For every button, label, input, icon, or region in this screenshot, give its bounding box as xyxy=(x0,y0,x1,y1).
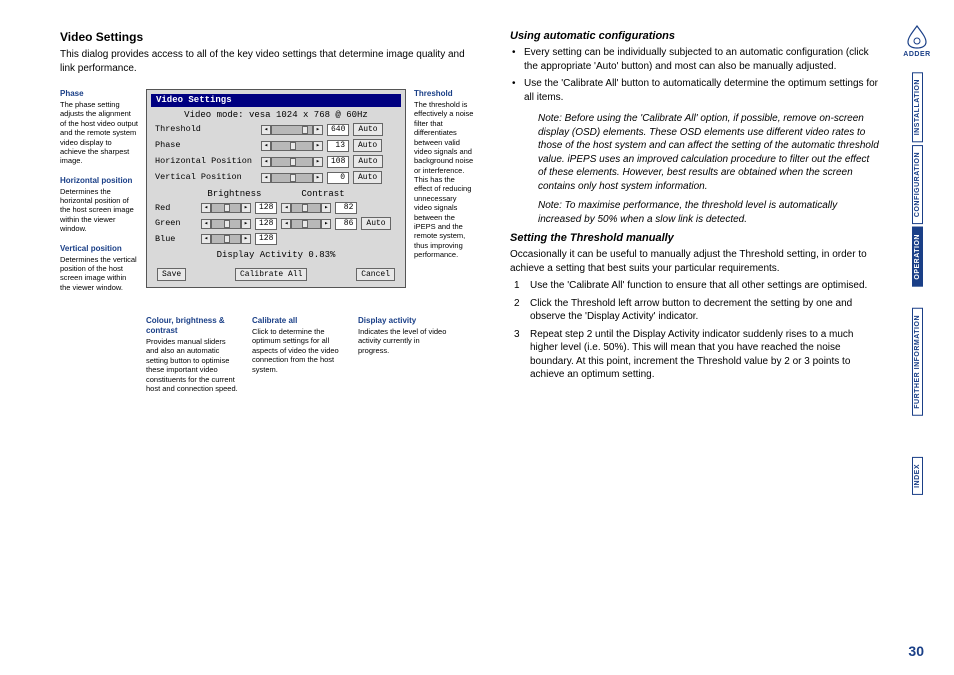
green-contrast-slider[interactable]: ◂▸ xyxy=(281,219,331,229)
bullet-item: Use the 'Calibrate All' button to automa… xyxy=(524,77,880,104)
tab-further-information[interactable]: FURTHER INFORMATION xyxy=(912,308,923,416)
manual-threshold-text: Occasionally it can be useful to manuall… xyxy=(510,248,880,275)
auto-config-heading: Using automatic configurations xyxy=(510,30,880,42)
vpos-slider[interactable]: ◂ ▸ xyxy=(261,173,323,183)
hpos-slider[interactable]: ◂ ▸ xyxy=(261,157,323,167)
hpos-auto-button[interactable]: Auto xyxy=(353,155,382,168)
hpos-label: Horizontal Position xyxy=(155,157,257,166)
note-text: Note: To maximise performance, the thres… xyxy=(510,199,880,226)
red-contrast-slider[interactable]: ◂▸ xyxy=(281,203,331,213)
red-contrast-value: 82 xyxy=(335,202,357,214)
annotations-left: Phase The phase setting adjusts the alig… xyxy=(60,89,138,302)
hpos-value: 108 xyxy=(327,156,349,168)
note-text: Note: Before using the 'Calibrate All' o… xyxy=(510,112,880,193)
cancel-button[interactable]: Cancel xyxy=(356,268,395,281)
save-button[interactable]: Save xyxy=(157,268,186,281)
brand-label: ADDER xyxy=(903,51,930,58)
vpos-heading: Vertical position xyxy=(60,244,138,254)
tab-installation[interactable]: INSTALLATION xyxy=(912,72,923,142)
step-item: 2Click the Threshold left arrow button t… xyxy=(530,297,880,324)
tab-index[interactable]: INDEX xyxy=(912,457,923,495)
calall-text: Click to determine the optimum settings … xyxy=(252,327,346,374)
brightness-heading: Brightness xyxy=(207,190,261,199)
vpos-value: 0 xyxy=(327,172,349,184)
page-intro: This dialog provides access to all of th… xyxy=(60,48,480,75)
phase-auto-button[interactable]: Auto xyxy=(353,139,382,152)
threshold-text: The threshold is effectively a noise fil… xyxy=(414,100,474,259)
threshold-slider[interactable]: ◂ ▸ xyxy=(261,125,323,135)
calibrate-all-button[interactable]: Calibrate All xyxy=(235,268,307,281)
colour-auto-button[interactable]: Auto xyxy=(361,217,390,230)
phase-slider[interactable]: ◂ ▸ xyxy=(261,141,323,151)
page-title: Video Settings xyxy=(60,30,480,44)
hpos-text: Determines the horizontal position of th… xyxy=(60,187,138,234)
threshold-auto-button[interactable]: Auto xyxy=(353,123,382,136)
contrast-heading: Contrast xyxy=(301,190,344,199)
phase-text: The phase setting adjusts the alignment … xyxy=(60,100,138,166)
left-arrow-icon[interactable]: ◂ xyxy=(261,141,271,151)
video-mode-line: Video mode: vesa 1024 x 768 @ 60Hz xyxy=(147,111,405,120)
threshold-heading: Threshold xyxy=(414,89,474,99)
left-column: Video Settings This dialog provides acce… xyxy=(60,30,480,393)
blue-label: Blue xyxy=(155,235,197,244)
blue-brightness-value: 128 xyxy=(255,233,277,245)
threshold-value: 640 xyxy=(327,124,349,136)
tab-operation[interactable]: OPERATION xyxy=(912,227,923,287)
green-contrast-value: 86 xyxy=(335,218,357,230)
vpos-label: Vertical Position xyxy=(155,173,257,182)
right-arrow-icon[interactable]: ▸ xyxy=(313,157,323,167)
phase-heading: Phase xyxy=(60,89,138,99)
phase-value: 13 xyxy=(327,140,349,152)
red-brightness-slider[interactable]: ◂▸ xyxy=(201,203,251,213)
bottom-annotations: Colour, brightness & contrast Provides m… xyxy=(146,316,480,393)
green-brightness-slider[interactable]: ◂▸ xyxy=(201,219,251,229)
step-item: 1Use the 'Calibrate All' function to ens… xyxy=(530,279,880,293)
video-settings-dialog: Video Settings Video mode: vesa 1024 x 7… xyxy=(146,89,406,288)
display-activity-line: Display Activity 0.83% xyxy=(147,251,405,260)
bullet-item: Every setting can be individually subjec… xyxy=(524,46,880,73)
green-label: Green xyxy=(155,219,197,228)
right-arrow-icon[interactable]: ▸ xyxy=(313,125,323,135)
right-arrow-icon[interactable]: ▸ xyxy=(313,173,323,183)
brand-logo: ADDER xyxy=(902,24,932,58)
left-arrow-icon[interactable]: ◂ xyxy=(261,125,271,135)
phase-label: Phase xyxy=(155,141,257,150)
green-brightness-value: 128 xyxy=(255,218,277,230)
vpos-text: Determines the vertical position of the … xyxy=(60,255,138,293)
blue-brightness-slider[interactable]: ◂▸ xyxy=(201,234,251,244)
tab-configuration[interactable]: CONFIGURATION xyxy=(912,145,923,224)
dispact-text: Indicates the level of video activity cu… xyxy=(358,327,452,355)
dispact-heading: Display activity xyxy=(358,316,452,326)
threshold-label: Threshold xyxy=(155,125,257,134)
cbc-text: Provides manual sliders and also an auto… xyxy=(146,337,240,393)
calall-heading: Calibrate all xyxy=(252,316,346,326)
right-column: Using automatic configurations Every set… xyxy=(510,30,880,393)
page-number: 30 xyxy=(908,643,924,659)
red-brightness-value: 128 xyxy=(255,202,277,214)
vpos-auto-button[interactable]: Auto xyxy=(353,171,382,184)
hpos-heading: Horizontal position xyxy=(60,176,138,186)
document-page: ADDER Video Settings This dialog provide… xyxy=(0,0,954,675)
red-label: Red xyxy=(155,204,197,213)
side-tabs: INSTALLATION CONFIGURATION OPERATION FUR… xyxy=(912,72,928,498)
manual-threshold-heading: Setting the Threshold manually xyxy=(510,232,880,244)
left-arrow-icon[interactable]: ◂ xyxy=(261,173,271,183)
left-arrow-icon[interactable]: ◂ xyxy=(261,157,271,167)
dialog-title: Video Settings xyxy=(151,94,401,107)
right-arrow-icon[interactable]: ▸ xyxy=(313,141,323,151)
step-item: 3Repeat step 2 until the Display Activit… xyxy=(530,328,880,382)
annotations-right: Threshold The threshold is effectively a… xyxy=(414,89,474,269)
cbc-heading: Colour, brightness & contrast xyxy=(146,316,240,336)
